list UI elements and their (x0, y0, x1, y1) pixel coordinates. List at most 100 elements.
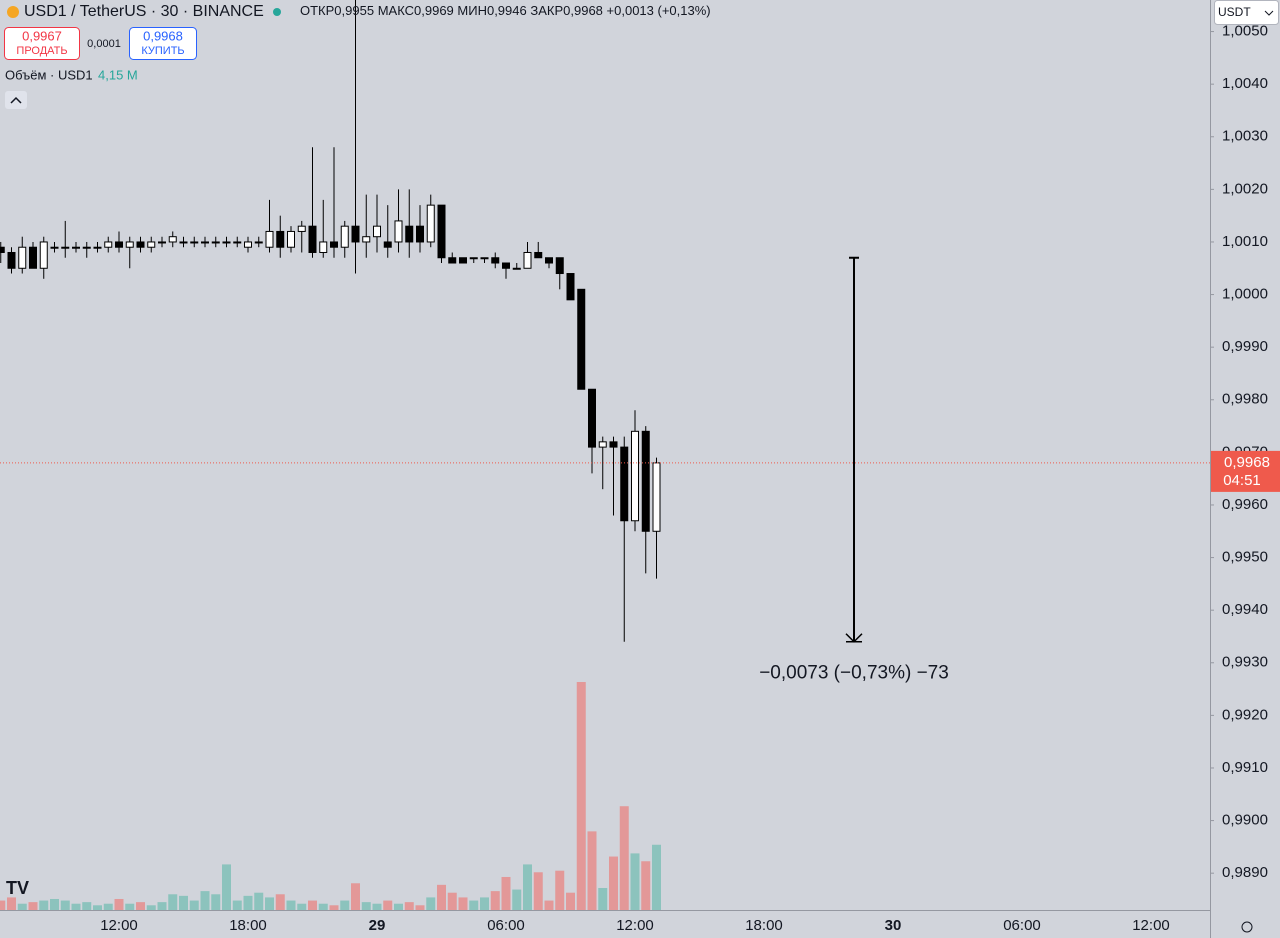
candle-body (620, 446, 629, 522)
candle-body (50, 246, 59, 249)
candle-body (115, 241, 123, 248)
dropdown-icon[interactable] (1264, 10, 1274, 16)
volume-bar (630, 853, 640, 910)
buy-price[interactable]: 0,9968 (143, 28, 183, 43)
volume-bar (555, 870, 565, 910)
volume-bar (200, 891, 210, 910)
volume-bar (254, 892, 264, 910)
candle-body (244, 241, 252, 248)
plot (0, 0, 661, 910)
currency-select[interactable] (1214, 0, 1279, 25)
y-tick-label: 1,0040 (1222, 75, 1268, 92)
candle-body (555, 257, 564, 275)
volume-bar (512, 889, 522, 910)
volume-bar (598, 887, 608, 910)
volume-bar (222, 864, 231, 910)
sell-label[interactable]: ПРОДАТЬ (16, 45, 67, 57)
candle-body (545, 257, 553, 264)
y-tick-label: 0,9910 (1222, 759, 1268, 776)
candle-body (502, 262, 510, 269)
candle-body (82, 246, 91, 249)
volume-bar (619, 806, 629, 910)
volume-bar (232, 900, 242, 910)
volume-value: 4,15 M (98, 67, 138, 82)
volume-bar (576, 682, 586, 910)
volume-bar (641, 861, 651, 910)
candle-body (158, 241, 166, 244)
status-dot (273, 8, 281, 16)
candle-body (609, 441, 618, 448)
candle-body (437, 204, 446, 259)
x-tick-label: 06:00 (1003, 917, 1041, 934)
candle-body (179, 241, 188, 244)
buy-label[interactable]: КУПИТЬ (141, 45, 184, 57)
ohlc-value: 0,9946 (487, 3, 527, 18)
candle-body (287, 230, 295, 248)
volume-bar (490, 891, 500, 910)
price-label-box (1211, 450, 1280, 492)
ohlc-value: 0,9955 (334, 3, 374, 18)
candle-body (136, 241, 145, 248)
volume-bar (501, 876, 511, 910)
volume-bar (189, 900, 199, 910)
ohlc-value: 0,9968 (563, 3, 603, 18)
candle-body (383, 241, 392, 248)
volume-bar (340, 900, 350, 910)
candle-body (512, 267, 521, 270)
volume-bar (426, 897, 436, 910)
candle-body (394, 220, 403, 243)
x-tick-label: 29 (369, 917, 386, 934)
candle-body (276, 230, 285, 248)
candle-body (631, 430, 639, 522)
volume-bar (566, 892, 575, 910)
ohlc: ОТКР0,9955 МАКС0,9969 МИН0,9946 ЗАКР0,99… (300, 3, 711, 18)
candle-body (104, 241, 113, 248)
settings-icon[interactable] (1241, 921, 1253, 933)
buy-button[interactable] (129, 27, 197, 60)
volume-bar (82, 902, 92, 910)
collapse-button[interactable] (5, 91, 27, 109)
sell-button[interactable] (4, 27, 80, 60)
volume-bar (243, 895, 253, 910)
volume-bar (308, 900, 317, 910)
y-tick-label: 0,9900 (1222, 812, 1268, 829)
candle-body (297, 225, 306, 232)
ohlc-label: МИН (457, 3, 487, 18)
candle-body (566, 273, 575, 301)
volume-bar (329, 905, 339, 910)
volume-bar (652, 844, 661, 910)
y-tick-label: 1,0030 (1222, 128, 1268, 145)
ohlc-label: МАКС (378, 3, 414, 18)
candle-body (222, 241, 231, 244)
currency[interactable]: USDT (1218, 5, 1251, 19)
volume-bar (318, 903, 328, 910)
volume-bar (211, 894, 221, 910)
volume-bar (351, 883, 360, 910)
collapse-icon[interactable] (10, 96, 22, 104)
volume-bar (146, 905, 156, 910)
candle-body (72, 246, 80, 249)
candle-body (416, 225, 424, 243)
volume-bar (7, 897, 16, 910)
sell-price[interactable]: 0,9967 (22, 28, 62, 43)
y-tick-label: 0,9960 (1222, 496, 1268, 513)
candle-body (319, 241, 328, 253)
candle-body (448, 257, 457, 264)
y-tick-label: 1,0050 (1222, 23, 1268, 40)
y-tick-label: 0,9990 (1222, 338, 1268, 355)
x-tick-label: 30 (885, 917, 902, 934)
volume-bar (544, 900, 554, 910)
volume-bar (523, 864, 532, 910)
volume-bar (114, 898, 124, 910)
candle-body (147, 241, 156, 248)
candle-body (93, 246, 102, 249)
candle-body (254, 241, 263, 244)
volume-bar (71, 903, 81, 910)
volume-bar (179, 895, 188, 910)
volume-bar (533, 872, 543, 910)
volume-bar (458, 897, 468, 910)
candle-body (652, 462, 661, 532)
candle-body (0, 246, 5, 253)
candle-body (534, 251, 543, 259)
